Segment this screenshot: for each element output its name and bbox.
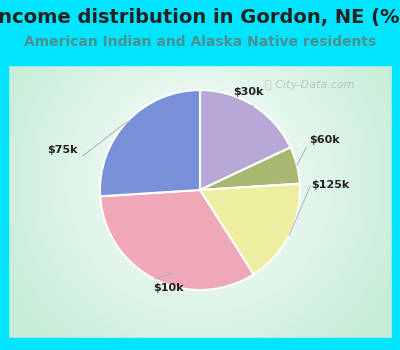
- Wedge shape: [200, 90, 290, 190]
- Text: Income distribution in Gordon, NE (%): Income distribution in Gordon, NE (%): [0, 7, 400, 27]
- Bar: [0, 338, 400, 350]
- Wedge shape: [100, 90, 200, 196]
- Wedge shape: [100, 190, 254, 290]
- Text: American Indian and Alaska Native residents: American Indian and Alaska Native reside…: [24, 35, 376, 49]
- Bar: [392, 0, 400, 350]
- Text: $10k: $10k: [153, 283, 183, 293]
- Wedge shape: [200, 147, 300, 190]
- Text: $75k: $75k: [47, 145, 77, 155]
- Text: $30k: $30k: [233, 87, 263, 97]
- Wedge shape: [200, 184, 300, 274]
- Text: ⓘ City-Data.com: ⓘ City-Data.com: [265, 80, 355, 90]
- Bar: [0, 0, 8, 350]
- Text: $60k: $60k: [310, 135, 340, 145]
- Text: $125k: $125k: [311, 180, 349, 190]
- Bar: [0, 0, 400, 65]
